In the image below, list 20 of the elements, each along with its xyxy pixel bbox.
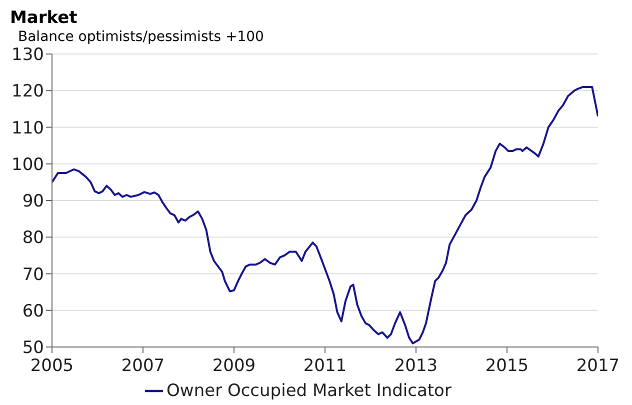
x-tick-label: 2005 — [30, 356, 74, 376]
x-tick-label: 2007 — [121, 356, 165, 376]
y-tick-label: 100 — [12, 154, 44, 175]
line-series — [52, 86, 598, 344]
y-tick-label: 90 — [22, 192, 44, 212]
x-tick-label: 2017 — [576, 356, 620, 376]
x-tick-label: 2013 — [394, 356, 438, 376]
y-axis-title: Balance optimists/pessimists +100 — [17, 28, 265, 46]
x-tick-label: 2009 — [212, 356, 256, 376]
y-tick-label: 130 — [12, 45, 44, 66]
y-tick-label: 80 — [22, 228, 44, 248]
y-tick-label: 60 — [22, 301, 44, 322]
x-tick-label: 2011 — [303, 356, 347, 376]
x-tick-label: 2015 — [485, 356, 529, 376]
y-tick-label: 120 — [12, 82, 44, 102]
chart-title: Market — [9, 8, 78, 28]
y-tick-label: 70 — [22, 264, 44, 285]
legend-label: Owner Occupied Market Indicator — [166, 381, 452, 401]
y-tick-label: 50 — [22, 338, 44, 358]
y-tick-label: 110 — [12, 118, 44, 138]
